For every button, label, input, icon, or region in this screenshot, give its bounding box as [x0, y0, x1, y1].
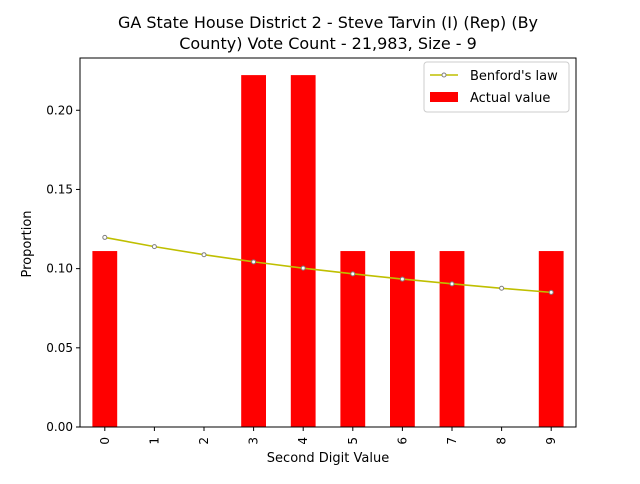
benford-line: [102, 234, 554, 295]
benford-point-0: [102, 234, 108, 240]
chart-title-line-1: GA State House District 2 - Steve Tarvin…: [118, 13, 538, 32]
chart-title-line-2: County) Vote Count - 21,983, Size - 9: [179, 34, 477, 53]
x-tick-label-3: 3: [247, 437, 261, 445]
x-tick-label-1: 1: [147, 437, 161, 445]
axes-frame: [79, 57, 577, 428]
benford-point-2: [201, 252, 207, 258]
benford-point-9: [548, 289, 554, 295]
y-axis-label: Proportion: [20, 210, 35, 277]
y-axis: 0.00 0.05 0.10 0.15 0.20: [46, 103, 80, 434]
legend-box: [423, 61, 570, 113]
y-tick-label-2: 0.10: [46, 262, 73, 276]
benford-point-3: [251, 259, 257, 265]
benford-point-4: [300, 265, 306, 271]
x-tick-label-9: 9: [544, 437, 558, 445]
legend: Benford's law Actual value: [423, 61, 570, 113]
legend-line-marker: [441, 72, 447, 78]
y-tick-label-3: 0.15: [46, 182, 73, 196]
x-tick-label-2: 2: [197, 437, 211, 445]
x-axis-label: Second Digit Value: [267, 451, 389, 466]
benford-point-5: [350, 271, 356, 277]
bar-digit-7: [439, 251, 465, 427]
x-tick-label-5: 5: [346, 437, 360, 445]
bars: [92, 75, 564, 428]
x-tick-label-4: 4: [296, 437, 310, 445]
x-tick-label-0: 0: [98, 437, 112, 445]
bar-digit-5: [340, 251, 366, 427]
benford-point-6: [399, 276, 405, 282]
benford-point-1: [151, 244, 157, 250]
bar-digit-3: [241, 75, 266, 428]
y-tick-label-0: 0.00: [46, 420, 73, 434]
y-tick-label-1: 0.05: [46, 341, 73, 355]
x-axis: 0 1 2 3 4 5 6 7 8 9: [98, 427, 558, 445]
benford-polyline: [104, 236, 552, 294]
benford-point-7: [449, 281, 455, 287]
benford-point-8: [499, 285, 505, 291]
y-tick-label-4: 0.20: [46, 103, 73, 117]
bar-digit-0: [92, 251, 118, 427]
legend-label-actual: Actual value: [470, 91, 550, 106]
x-tick-label-8: 8: [495, 437, 509, 445]
bar-digit-9: [538, 251, 564, 427]
x-tick-label-7: 7: [445, 437, 459, 445]
bar-digit-4: [290, 75, 316, 428]
x-tick-label-6: 6: [395, 437, 409, 445]
legend-bar-swatch: [430, 92, 458, 102]
legend-label-benford: Benford's law: [470, 69, 558, 84]
